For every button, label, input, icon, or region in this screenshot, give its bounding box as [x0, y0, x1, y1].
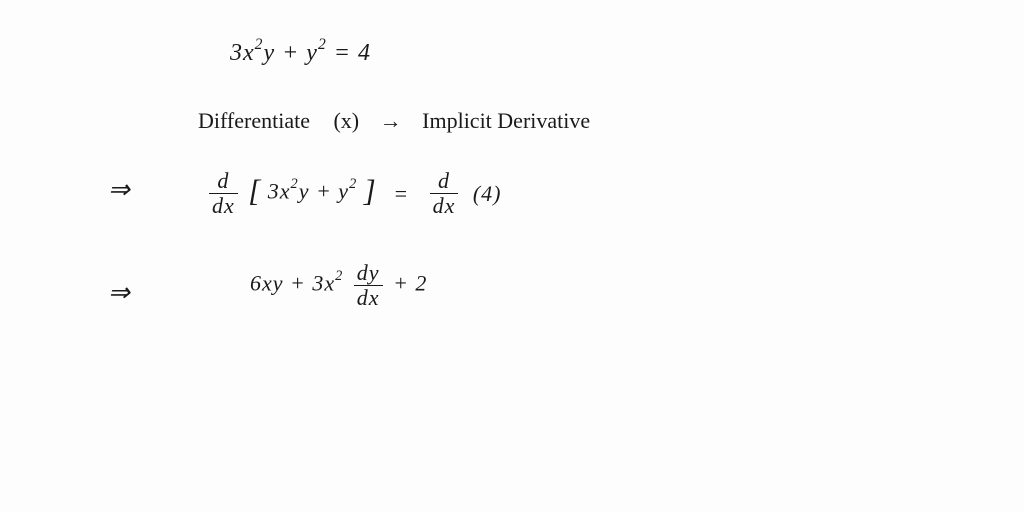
equation-line-1: 3x2y + y2 = 4: [230, 38, 371, 67]
ddx-fraction-left: d dx: [209, 170, 238, 217]
derivation-line-2-content: 6xy + 3x2 dy dx + 2: [250, 262, 427, 309]
ddx-den-r: dx: [430, 194, 459, 217]
derivation-line-1-content: d dx [ 3x2y + y2 ] = d dx (4): [205, 170, 502, 217]
ddx-num-r: d: [430, 170, 459, 194]
eq1-part2: y + y: [263, 40, 318, 66]
dydx-fraction: dy dx: [354, 262, 383, 309]
word-implicit-derivative: Implicit Derivative: [422, 108, 590, 133]
derivation-line-1: ⇒: [108, 175, 151, 205]
plus-two: + 2: [393, 271, 427, 296]
instruction-line: Differentiate (x) → Implicit Derivative: [198, 108, 590, 134]
rhs-paren: (4): [473, 181, 502, 206]
eq1-exp1: 2: [255, 36, 264, 53]
eq1-rhs: = 4: [327, 40, 371, 66]
implies-arrow-icon-2: ⇒: [108, 278, 131, 308]
left-bracket: [: [248, 174, 261, 209]
ddx-fraction-right: d dx: [430, 170, 459, 217]
dydx-num: dy: [354, 262, 383, 286]
right-bracket: ]: [364, 174, 377, 209]
derivation-line-2: ⇒: [108, 278, 151, 308]
ddx-num: d: [209, 170, 238, 194]
ddx-den: dx: [209, 194, 238, 217]
bracket-exp1: 2: [291, 176, 299, 192]
right-arrow-icon: →: [380, 108, 402, 134]
term-exp: 2: [335, 268, 343, 284]
eq1-exp2: 2: [318, 36, 327, 53]
implies-arrow-icon: ⇒: [108, 175, 131, 205]
dydx-den: dx: [354, 286, 383, 309]
paren-x: (x): [333, 108, 359, 133]
eq1-part1: 3x: [230, 40, 255, 66]
bracket-inner-1: 3x: [268, 179, 291, 204]
term-6xy: 6xy + 3x: [250, 271, 335, 296]
bracket-exp2: 2: [349, 176, 357, 192]
equals-sign: =: [393, 181, 409, 206]
bracket-inner-2: y + y: [299, 179, 349, 204]
word-differentiate: Differentiate: [198, 108, 310, 133]
